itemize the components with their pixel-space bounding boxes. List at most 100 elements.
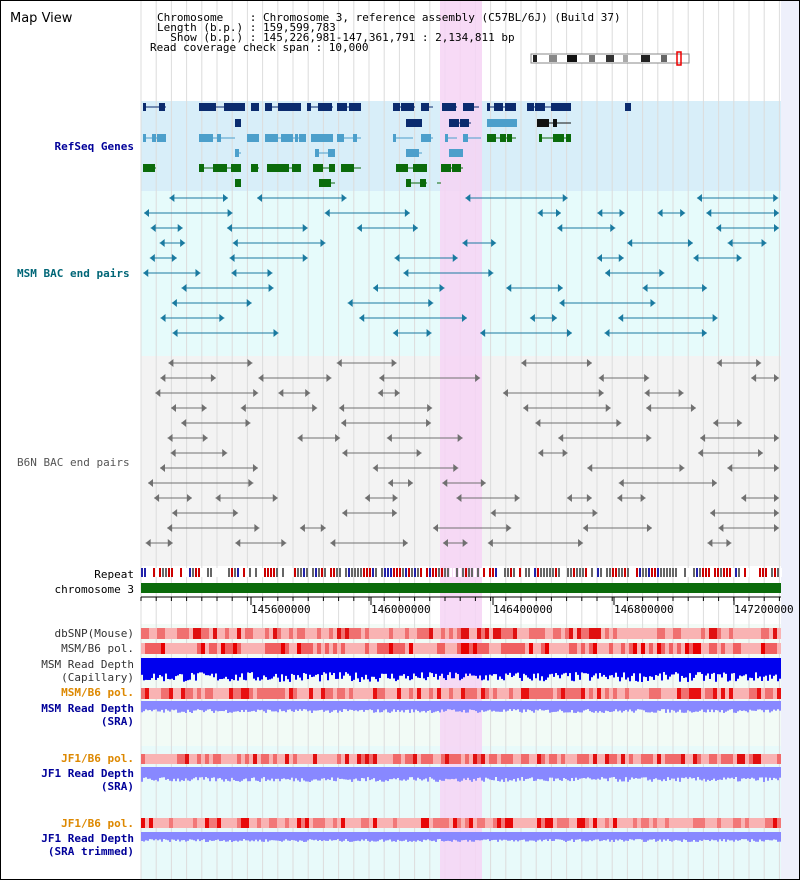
read-depth-bar [171,767,173,782]
polymorphism-cell [485,688,489,699]
track-label-b6n-bac[interactable]: B6N BAC end pairs [17,456,130,469]
polymorphism-cell [701,628,705,639]
repeat-element [636,568,638,577]
read-depth-bar [179,767,181,782]
gene-exon [507,134,512,142]
polymorphism-cell [305,643,309,654]
polymorphism-cell [241,754,245,764]
msm-bac-pair-end [604,329,610,337]
read-depth-bar [147,767,149,779]
read-depth-bar [211,701,213,712]
track-label-msm-depth-capillary[interactable]: MSM Read Depth [41,658,134,671]
read-depth-bar [471,701,473,710]
polymorphism-cell [237,688,241,699]
track-label-repeat[interactable]: Repeat [94,568,134,581]
read-depth-bar [619,658,621,682]
repeat-element [315,568,317,577]
polymorphism-cell [481,818,485,828]
track-label-jf1-pol-2[interactable]: JF1/B6 pol. [61,817,134,830]
b6n-bac-pair-end [774,509,779,517]
track-label-refseq[interactable]: RefSeq Genes [54,140,134,153]
read-depth-bar [363,767,365,779]
read-depth-bar [415,658,417,677]
polymorphism-cell [709,818,713,828]
polymorphism-cell [497,754,501,764]
read-depth-bar [287,658,289,680]
read-depth-bar [197,701,199,710]
polymorphism-cell [393,628,397,639]
repeat-element [747,568,749,577]
polymorphism-cell [421,643,425,654]
polymorphism-cell [165,688,169,699]
gene-exon [247,134,259,142]
polymorphism-cell [149,818,153,828]
read-depth-bar [539,832,541,840]
ideogram-band [533,55,537,62]
track-label-msm-pol-1[interactable]: MSM/B6 pol. [61,642,134,655]
read-depth-bar [605,832,607,841]
read-depth-bar [487,701,489,711]
track-label-dbsnp[interactable]: dbSNP(Mouse) [54,627,134,640]
read-depth-bar [301,658,303,681]
msm-bac-pair-end [774,224,779,232]
track-label-jf1-depth-sra[interactable]: JF1 Read Depth [41,767,134,780]
read-depth-bar [581,832,583,842]
track-label-jf1-pol-1[interactable]: JF1/B6 pol. [61,752,134,765]
read-depth-bar [673,832,675,841]
read-depth-bar [533,701,535,713]
track-label-msm-bac[interactable]: MSM BAC end pairs [17,267,130,280]
read-depth-bar [333,832,335,841]
polymorphism-cell [285,818,289,828]
repeat-element [213,568,215,577]
polymorphism-cell [453,643,457,654]
b6n-bac-pair-end [159,464,165,472]
read-depth-bar [593,767,595,780]
read-depth-bar [435,832,437,842]
read-depth-bar [695,658,697,675]
read-depth-bar [433,701,435,713]
repeat-element [669,568,671,577]
read-depth-bar [405,658,407,679]
read-depth-bar [325,832,327,841]
read-depth-bar [715,767,717,781]
repeat-element [339,568,341,577]
gene-exon [267,164,278,172]
polymorphism-cell [489,628,493,639]
polymorphism-cell [189,754,193,764]
read-depth-bar [543,832,545,840]
read-depth-bar [215,658,217,674]
read-depth-bar [365,658,367,675]
read-depth-bar [449,658,451,673]
msm-bac-pair-end [267,269,273,277]
read-depth-bar [265,701,267,713]
read-depth-bar [581,701,583,713]
read-depth-bar [457,658,459,675]
read-depth-bar [617,658,619,677]
read-depth-bar [455,658,457,673]
read-depth-bar [637,658,639,682]
polymorphism-cell [469,818,473,828]
read-depth-bar [367,832,369,841]
read-depth-bar [693,767,695,778]
read-depth-bar [537,658,539,674]
polymorphism-cell [545,628,549,639]
read-depth-bar [205,767,207,778]
polymorphism-cell [233,628,237,639]
read-depth-bar [381,767,383,782]
polymorphism-cell [657,818,661,828]
polymorphism-cell [345,754,349,764]
b6n-bac-pair-end [700,434,706,442]
gene-exon [307,103,311,111]
track-label-jf1-depth-trimmed[interactable]: JF1 Read Depth [41,832,134,845]
polymorphism-cell [557,754,561,764]
msm-bac-pair-end [246,299,252,307]
polymorphism-cell [349,754,353,764]
msm-bac-pair-end [618,314,624,322]
b6n-bac-pair-end [342,449,348,457]
track-label-msm-pol-2[interactable]: MSM/B6 pol. [61,686,134,699]
msm-bac-pair-end [618,254,624,262]
read-depth-bar [591,832,593,842]
track-label-msm-depth-sra[interactable]: MSM Read Depth [41,702,134,715]
polymorphism-cell [397,754,401,764]
